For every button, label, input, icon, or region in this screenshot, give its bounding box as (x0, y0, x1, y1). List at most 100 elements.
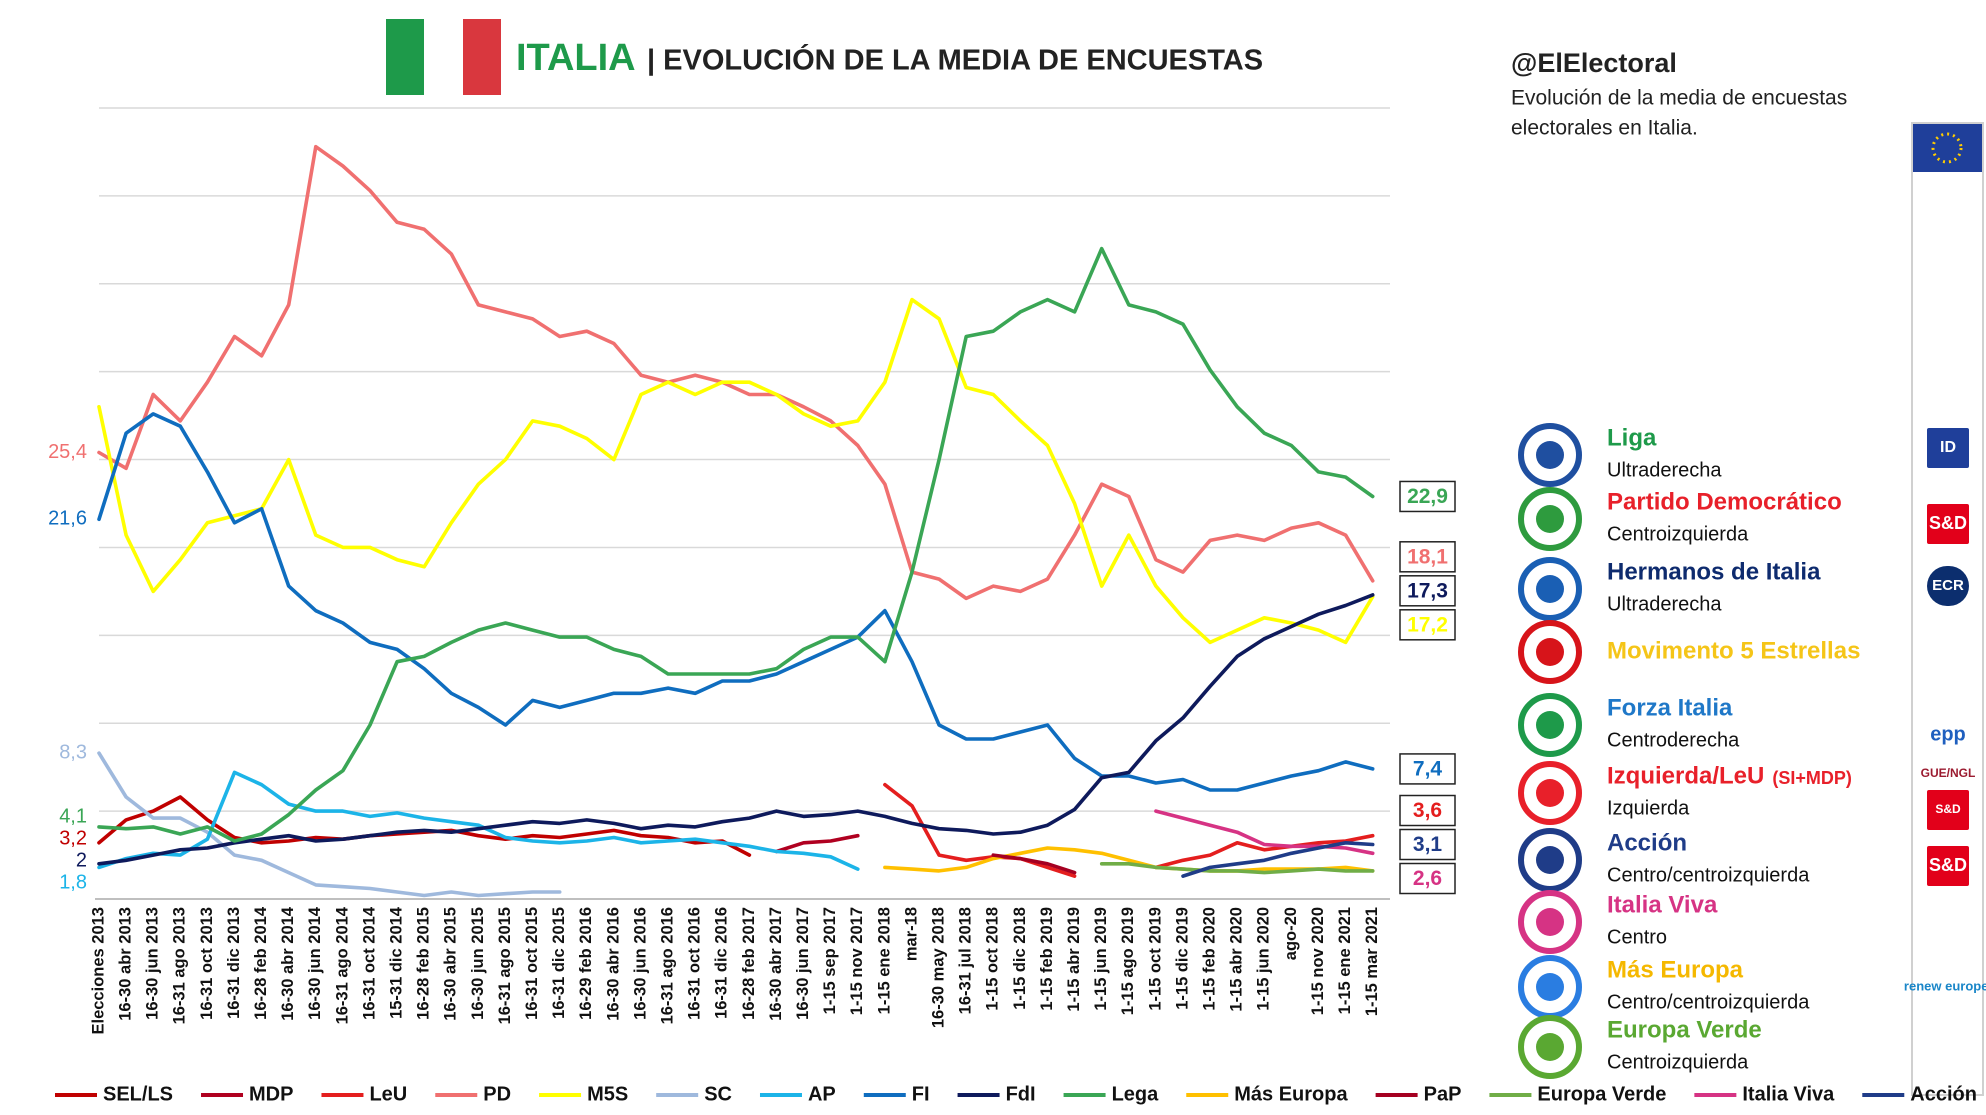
series-line (97, 751, 562, 898)
party-name: Más Europa (1607, 956, 1744, 983)
x-tick-label: 16-31 oct 2014 (360, 906, 378, 1020)
x-tick-label: 16-31 dic 2013 (225, 907, 243, 1019)
eu-group-label: epp (1930, 723, 1966, 745)
eu-group-label: S&D (1935, 802, 1961, 816)
eu-flag (1913, 124, 1982, 172)
party-name: Hermanos de Italia (1607, 558, 1821, 585)
description: electorales en Italia. (1511, 117, 1698, 140)
x-tick-label: 16-30 jun 2017 (794, 907, 812, 1020)
party-description: Ultraderecha (1607, 459, 1722, 481)
party-name: Liga (1607, 424, 1657, 451)
x-tick-label: 16-31 oct 2016 (686, 907, 704, 1020)
x-tick-label: ago-20 (1282, 907, 1300, 960)
x-tick-label: 1-15 jun 2019 (1092, 907, 1110, 1011)
party-logo-core (1536, 638, 1564, 666)
eu-group-label: ECR (1932, 577, 1964, 594)
eu-group-badge (1927, 504, 1969, 544)
party-logo-core (1536, 711, 1564, 739)
x-tick-label: 16-30 abr 2015 (442, 907, 460, 1021)
x-tick-label: 1-15 mar 2021 (1363, 907, 1381, 1016)
eu-group-badge (1927, 428, 1969, 468)
x-tick-label: 16-30 jun 2016 (631, 907, 649, 1020)
x-tick-label: 1-15 jun 2020 (1255, 907, 1273, 1011)
x-tick-label: Elecciones 2013 (89, 907, 107, 1035)
legend-label: Europa Verde (1537, 1083, 1666, 1105)
start-label: 25,4 (48, 441, 87, 463)
x-tick-label: 1-15 ago 2019 (1119, 907, 1137, 1015)
eu-group-label: ID (1940, 439, 1956, 456)
eu-group-label: GUE/NGL (1921, 766, 1976, 780)
party-logo-core (1536, 575, 1564, 603)
x-tick-label: 1-15 abr 2019 (1065, 907, 1083, 1012)
party-description: Centro/centroizquierda (1607, 991, 1810, 1013)
x-tick-label: 16-28 feb 2017 (740, 907, 758, 1020)
end-label-box (1399, 794, 1456, 827)
end-label: 2,6 (1413, 867, 1442, 890)
party-logo-core (1536, 779, 1564, 807)
x-tick-label: 15-31 dic 2014 (387, 906, 405, 1019)
x-tick-label: 16-30 jun 2014 (306, 906, 324, 1020)
party-description: Centro/centroizquierda (1607, 864, 1810, 886)
description: Evolución de la media de encuestas (1511, 87, 1847, 110)
eu-group-label: S&D (1929, 855, 1967, 875)
x-tick-label: 1-15 nov 2020 (1309, 907, 1327, 1015)
x-tick-label: 1-15 dic 2019 (1173, 907, 1191, 1010)
party-logo-core (1536, 1033, 1564, 1061)
party-name: Europa Verde (1607, 1016, 1762, 1043)
legend-label: PaP (1424, 1083, 1462, 1105)
party-description: Izquierda (1607, 797, 1690, 819)
legend-label: SEL/LS (103, 1083, 173, 1105)
series-line (991, 853, 1077, 875)
start-label: 4,1 (59, 806, 87, 828)
party-name: Izquierda/LeU (1607, 762, 1764, 789)
x-tick-label: 16-31 dic 2015 (550, 907, 568, 1019)
x-tick-label: 16-30 abr 2016 (604, 907, 622, 1021)
party-name: Forza Italia (1607, 694, 1733, 721)
x-tick-label: 16-28 feb 2014 (252, 906, 270, 1020)
end-label-box (1399, 862, 1456, 895)
eu-group-label: S&D (1929, 513, 1967, 533)
series-line (1154, 809, 1375, 856)
start-label: 8,3 (59, 741, 87, 763)
end-label-box (1399, 541, 1456, 573)
x-tick-label: 16-30 abr 2014 (279, 906, 297, 1021)
legend-label: SC (704, 1083, 732, 1105)
legend-label: FdI (1006, 1083, 1036, 1105)
x-tick-label: 16-31 ago 2015 (496, 907, 514, 1024)
series-line (1181, 841, 1375, 878)
legend-label: Lega (1112, 1083, 1160, 1105)
eu-group-label: renew europe. (1904, 978, 1986, 993)
x-tick-label: 1-15 feb 2020 (1200, 907, 1218, 1011)
end-label: 17,2 (1407, 613, 1448, 636)
legend-label: AP (808, 1083, 836, 1105)
legend-label: PD (483, 1083, 511, 1105)
party-description: Ultraderecha (1607, 593, 1722, 615)
start-label: 2 (76, 850, 87, 872)
party-description: Centroderecha (1607, 729, 1740, 751)
handle: @ElElectoral (1511, 48, 1677, 78)
eu-group-badge (1927, 566, 1969, 606)
x-tick-label: mar-18 (902, 907, 920, 961)
end-label-box (1399, 480, 1456, 513)
eu-stars (1931, 132, 1963, 164)
flag-green (386, 19, 424, 95)
start-label: 1,8 (59, 872, 87, 894)
party-logo-core (1536, 908, 1564, 936)
x-tick-label: 16-30 jun 2013 (144, 907, 162, 1020)
legend-label: MDP (249, 1083, 293, 1105)
start-label: 21,6 (48, 508, 87, 530)
x-tick-label: 16-31 dic 2016 (713, 907, 731, 1019)
series-line (97, 144, 1375, 601)
x-tick-label: 1-15 nov 2017 (848, 907, 866, 1015)
series-line (1099, 862, 1375, 875)
party-name: Movimento 5 Estrellas (1607, 637, 1860, 664)
x-tick-label: 16-30 jun 2015 (469, 907, 487, 1020)
legend-label: Acción (1910, 1083, 1977, 1105)
x-tick-label: 1-15 feb 2019 (1038, 907, 1056, 1011)
party-logo-core (1536, 846, 1564, 874)
x-tick-label: 16-30 abr 2013 (116, 907, 134, 1021)
end-label: 17,3 (1407, 579, 1448, 602)
end-label: 3,6 (1413, 799, 1442, 822)
eu-column (1911, 122, 1984, 1096)
x-tick-label: 16-29 feb 2016 (577, 907, 595, 1020)
